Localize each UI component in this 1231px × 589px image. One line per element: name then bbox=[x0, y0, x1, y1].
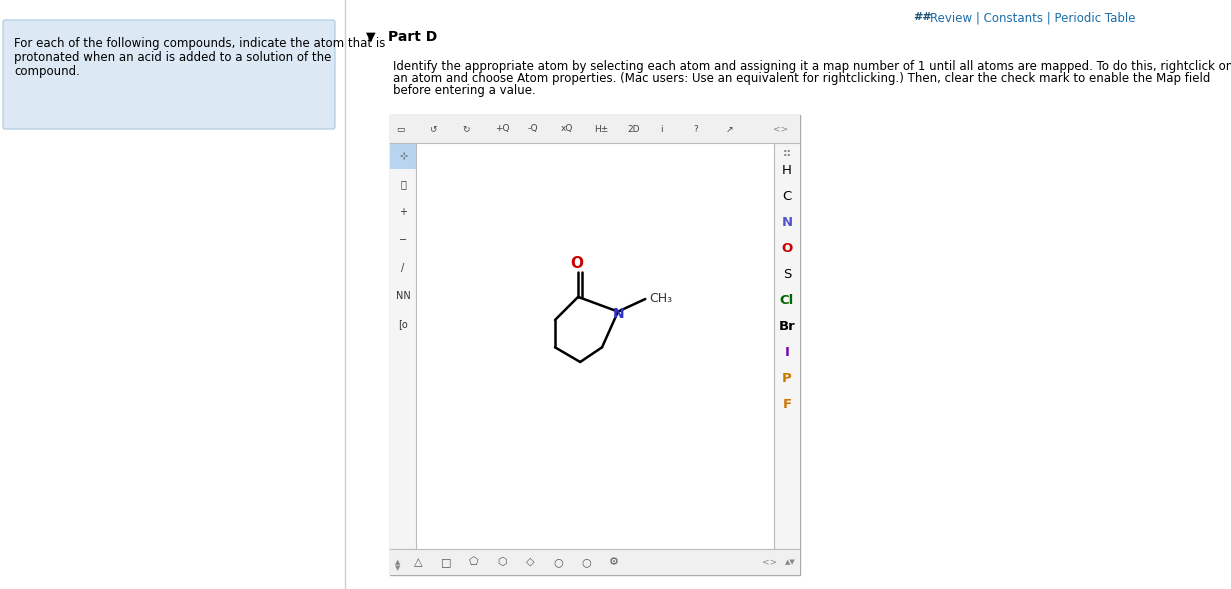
Text: +Q: +Q bbox=[495, 124, 510, 134]
Text: ○: ○ bbox=[553, 557, 563, 567]
Bar bbox=[390, 549, 800, 575]
Text: N: N bbox=[613, 307, 625, 320]
Text: I: I bbox=[784, 346, 789, 359]
FancyBboxPatch shape bbox=[2, 20, 335, 129]
Text: compound.: compound. bbox=[14, 65, 80, 78]
Text: 2D: 2D bbox=[627, 124, 639, 134]
Text: CH₃: CH₃ bbox=[649, 293, 672, 306]
Text: NN: NN bbox=[395, 291, 410, 301]
Text: <>: <> bbox=[762, 558, 778, 567]
Text: ↻: ↻ bbox=[462, 124, 469, 134]
Text: P: P bbox=[782, 372, 792, 385]
Text: <>: <> bbox=[773, 124, 788, 134]
Text: +: + bbox=[399, 207, 407, 217]
Text: ⬠: ⬠ bbox=[469, 557, 479, 567]
Text: ⬡: ⬡ bbox=[497, 557, 507, 567]
Text: ↗: ↗ bbox=[726, 124, 734, 134]
Text: □: □ bbox=[441, 557, 452, 567]
Text: For each of the following compounds, indicate the atom that is: For each of the following compounds, ind… bbox=[14, 37, 385, 50]
Text: Identify the appropriate atom by selecting each atom and assigning it a map numb: Identify the appropriate atom by selecti… bbox=[393, 60, 1231, 73]
Text: -Q: -Q bbox=[528, 124, 539, 134]
Text: ▲▼: ▲▼ bbox=[784, 559, 795, 565]
Text: ▲: ▲ bbox=[395, 559, 400, 565]
Text: /: / bbox=[401, 263, 405, 273]
Text: ::: :: bbox=[783, 148, 792, 158]
Text: O: O bbox=[571, 256, 583, 271]
Bar bbox=[390, 143, 416, 549]
Text: ▼: ▼ bbox=[395, 565, 400, 571]
Text: ⟐: ⟐ bbox=[400, 179, 406, 189]
Text: ○: ○ bbox=[581, 557, 591, 567]
Text: ▭: ▭ bbox=[396, 124, 405, 134]
Text: Part D: Part D bbox=[388, 30, 437, 44]
Text: ⊹: ⊹ bbox=[399, 151, 407, 161]
Text: ?: ? bbox=[693, 124, 698, 134]
Text: Review | Constants | Periodic Table: Review | Constants | Periodic Table bbox=[929, 12, 1135, 25]
Text: ↺: ↺ bbox=[428, 124, 437, 134]
Bar bbox=[390, 143, 416, 169]
Text: i: i bbox=[660, 124, 662, 134]
Text: N: N bbox=[782, 217, 793, 230]
Text: ##: ## bbox=[913, 12, 932, 22]
Text: protonated when an acid is added to a solution of the: protonated when an acid is added to a so… bbox=[14, 51, 331, 64]
Bar bbox=[390, 115, 800, 143]
Text: H±: H± bbox=[595, 124, 608, 134]
Text: H: H bbox=[782, 164, 792, 177]
Text: ⚙: ⚙ bbox=[609, 557, 619, 567]
Text: ◇: ◇ bbox=[526, 557, 534, 567]
Text: F: F bbox=[783, 399, 792, 412]
Text: △: △ bbox=[414, 557, 422, 567]
Text: xQ: xQ bbox=[561, 124, 574, 134]
Text: −: − bbox=[399, 235, 407, 245]
Bar bbox=[390, 115, 800, 575]
Text: ▼: ▼ bbox=[366, 30, 375, 43]
Text: an atom and choose Atom properties. (Mac users: Use an equivalent for rightclick: an atom and choose Atom properties. (Mac… bbox=[393, 72, 1210, 85]
Text: before entering a value.: before entering a value. bbox=[393, 84, 535, 97]
Bar bbox=[774, 143, 800, 549]
Text: O: O bbox=[782, 243, 793, 256]
Text: [o: [o bbox=[398, 319, 407, 329]
Text: Br: Br bbox=[779, 320, 795, 333]
Text: S: S bbox=[783, 269, 792, 282]
Text: Cl: Cl bbox=[780, 294, 794, 307]
Text: C: C bbox=[783, 190, 792, 204]
